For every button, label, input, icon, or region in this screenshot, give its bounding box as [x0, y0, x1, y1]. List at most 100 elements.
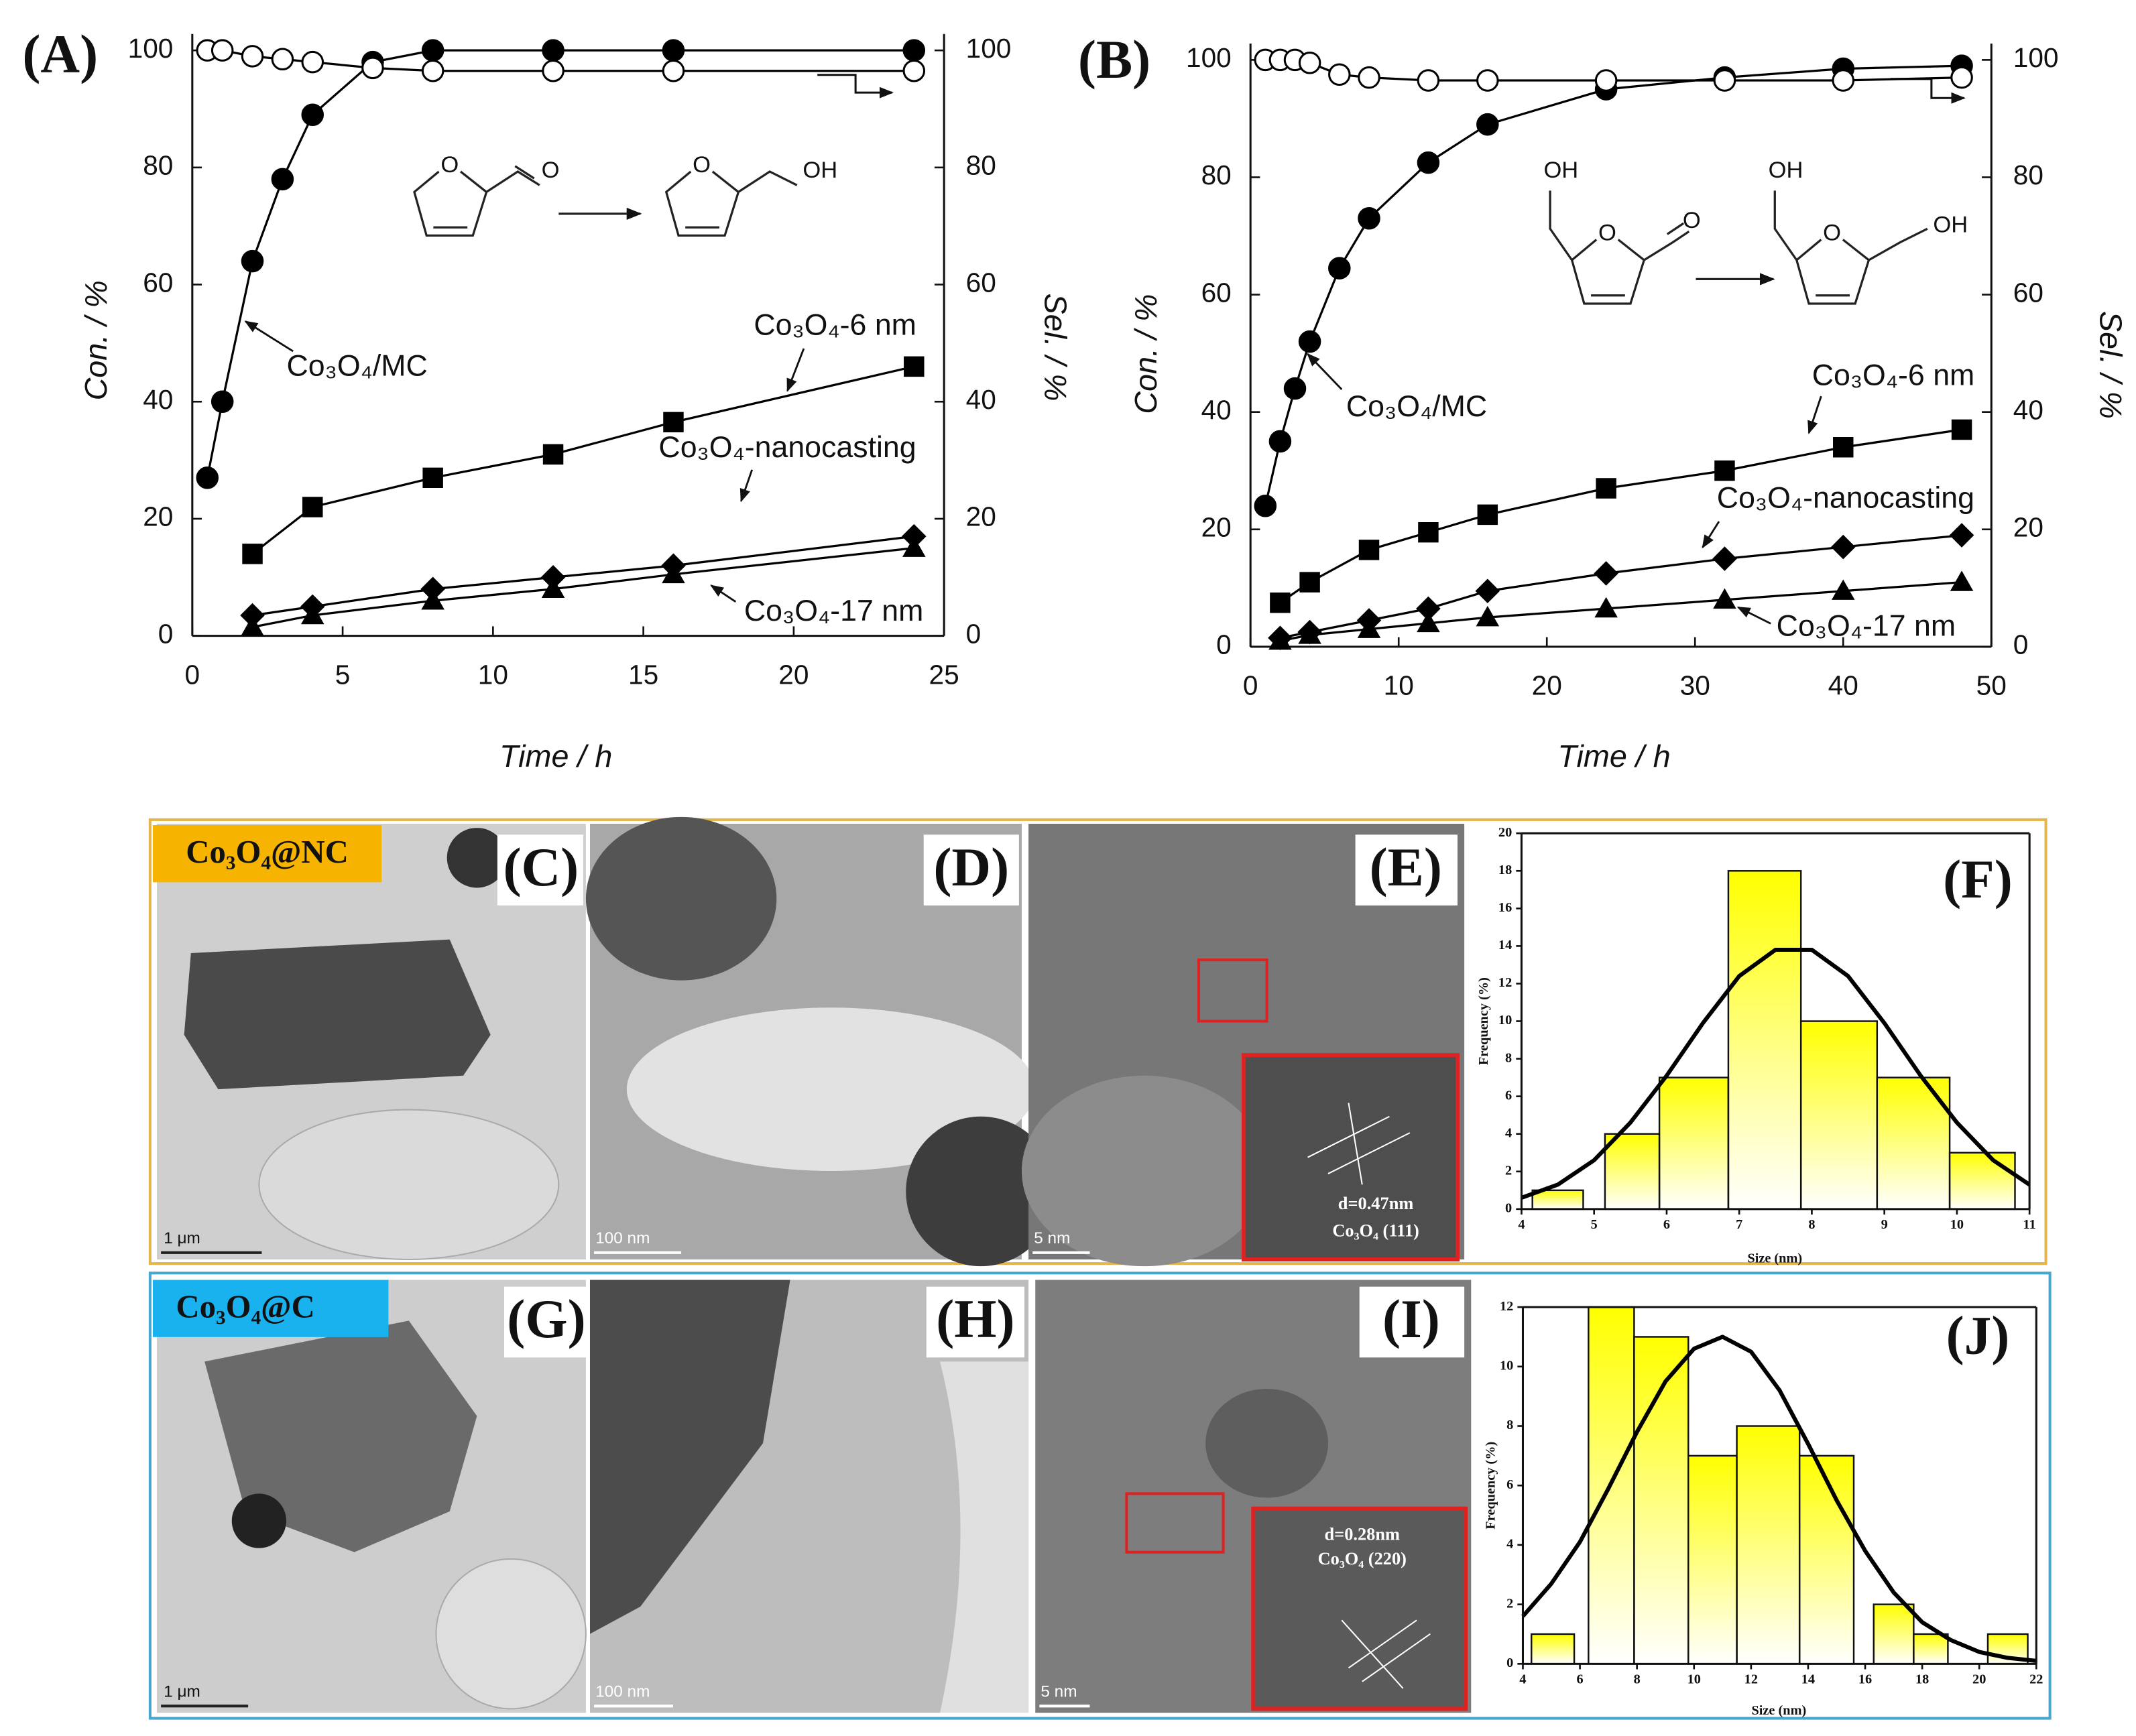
x-tick-label: 40	[1828, 670, 1858, 701]
y2-tick-label: 0	[2013, 629, 2029, 660]
marker	[1328, 63, 1351, 86]
marker	[196, 467, 219, 489]
marker	[240, 603, 265, 628]
x-tick-label: 50	[1976, 670, 2007, 701]
marker	[271, 168, 294, 191]
tem-particle	[231, 1493, 286, 1548]
x-tick-label: 6	[1663, 1217, 1670, 1232]
scheme-atom: OH	[803, 158, 837, 183]
scale-bar-label: 1 μm	[164, 1682, 200, 1700]
axis-arrow	[817, 74, 894, 99]
marker	[662, 562, 685, 584]
marker	[1833, 436, 1854, 458]
marker	[301, 50, 324, 74]
y2-tick-label: 60	[966, 267, 996, 298]
marker	[1358, 207, 1380, 230]
tem-particle	[1205, 1389, 1328, 1498]
series-label: Co₃O₄/MC	[286, 349, 427, 382]
marker	[420, 576, 445, 602]
y2-tick-label: 60	[2013, 277, 2043, 308]
marker	[1712, 546, 1737, 571]
group-badge	[152, 1280, 389, 1337]
y-tick-label: 100	[128, 33, 174, 64]
x-tick-label: 0	[1243, 670, 1258, 701]
lattice-mark	[1341, 1619, 1431, 1689]
marker	[211, 39, 234, 62]
y2-tick-label: 20	[2013, 512, 2043, 543]
marker	[421, 588, 444, 610]
lattice-mark	[1307, 1103, 1411, 1185]
panel-label: (F)	[1943, 849, 2013, 910]
tem-region	[1021, 1075, 1267, 1267]
roi-box	[1125, 1492, 1225, 1554]
bar	[1798, 1454, 1855, 1665]
y2-axis-title: Sel. / %	[1038, 294, 1073, 401]
marker	[211, 390, 234, 414]
marker	[1476, 69, 1499, 92]
scale-bar-label: 100 nm	[595, 1682, 650, 1700]
series-line	[206, 49, 914, 479]
marker	[1358, 540, 1380, 560]
marker	[1594, 597, 1618, 618]
marker	[241, 249, 264, 273]
marker	[1713, 588, 1736, 609]
fit-curve	[1521, 1335, 2037, 1663]
y-tick-label: 10	[1498, 1013, 1512, 1028]
label-arrow	[1307, 353, 1343, 390]
marker	[241, 615, 264, 636]
y-tick-label: 0	[1216, 629, 1232, 660]
marker	[541, 577, 565, 598]
x-tick-label: 20	[1972, 1672, 1986, 1686]
marker	[662, 59, 685, 82]
tem-particle	[906, 1116, 1056, 1267]
y-tick-label: 80	[1201, 160, 1232, 190]
y-tick-label: 6	[1506, 1477, 1513, 1492]
marker	[1418, 521, 1439, 543]
series-label: Co₃O₄-17 nm	[1777, 609, 1956, 642]
label-arrow	[786, 348, 805, 392]
label-box	[1355, 834, 1458, 906]
y2-tick-label: 0	[966, 618, 982, 649]
marker	[300, 603, 324, 625]
marker	[542, 39, 565, 62]
marker	[422, 467, 443, 489]
bar	[1604, 1133, 1661, 1211]
inset	[1241, 1053, 1460, 1262]
x-tick-label: 6	[1576, 1672, 1583, 1686]
tem-hole	[258, 1109, 560, 1261]
x-tick-label: 4	[1519, 1672, 1526, 1686]
marker	[1476, 605, 1500, 627]
scale-bar-label: 100 nm	[595, 1229, 650, 1247]
marker	[1476, 113, 1499, 136]
bar	[1948, 1152, 2016, 1211]
marker	[241, 45, 264, 68]
marker	[301, 103, 324, 127]
scheme-b	[1549, 190, 1928, 305]
x-tick-label: 10	[1384, 670, 1414, 701]
x-tick-label: 12	[1744, 1672, 1758, 1686]
scheme-atom: O	[1598, 221, 1616, 246]
marker	[902, 523, 927, 549]
marker	[1298, 51, 1321, 74]
marker	[542, 444, 564, 465]
series-label: Co₃O₄-nanocasting	[658, 431, 916, 464]
scheme-atom: O	[1683, 208, 1701, 233]
marker	[1831, 579, 1855, 600]
marker	[242, 544, 263, 564]
y-tick-label: 10	[1500, 1358, 1513, 1373]
bar	[1727, 870, 1802, 1211]
marker	[1594, 69, 1618, 92]
inset-label: Co₃O₄ (111)	[1332, 1220, 1419, 1240]
panel-label: (C)	[503, 837, 579, 897]
inset-label: d=0.28nm	[1324, 1524, 1400, 1544]
y-tick-label: 2	[1506, 1596, 1513, 1611]
x-tick-label: 0	[185, 659, 200, 690]
bar	[1736, 1425, 1801, 1665]
bar	[1531, 1189, 1584, 1211]
y-tick-label: 20	[143, 501, 173, 532]
scale-bar-label: 5 nm	[1034, 1229, 1070, 1247]
bar	[1799, 1020, 1879, 1211]
y2-tick-label: 80	[966, 150, 996, 181]
y-tick-label: 4	[1505, 1125, 1512, 1140]
